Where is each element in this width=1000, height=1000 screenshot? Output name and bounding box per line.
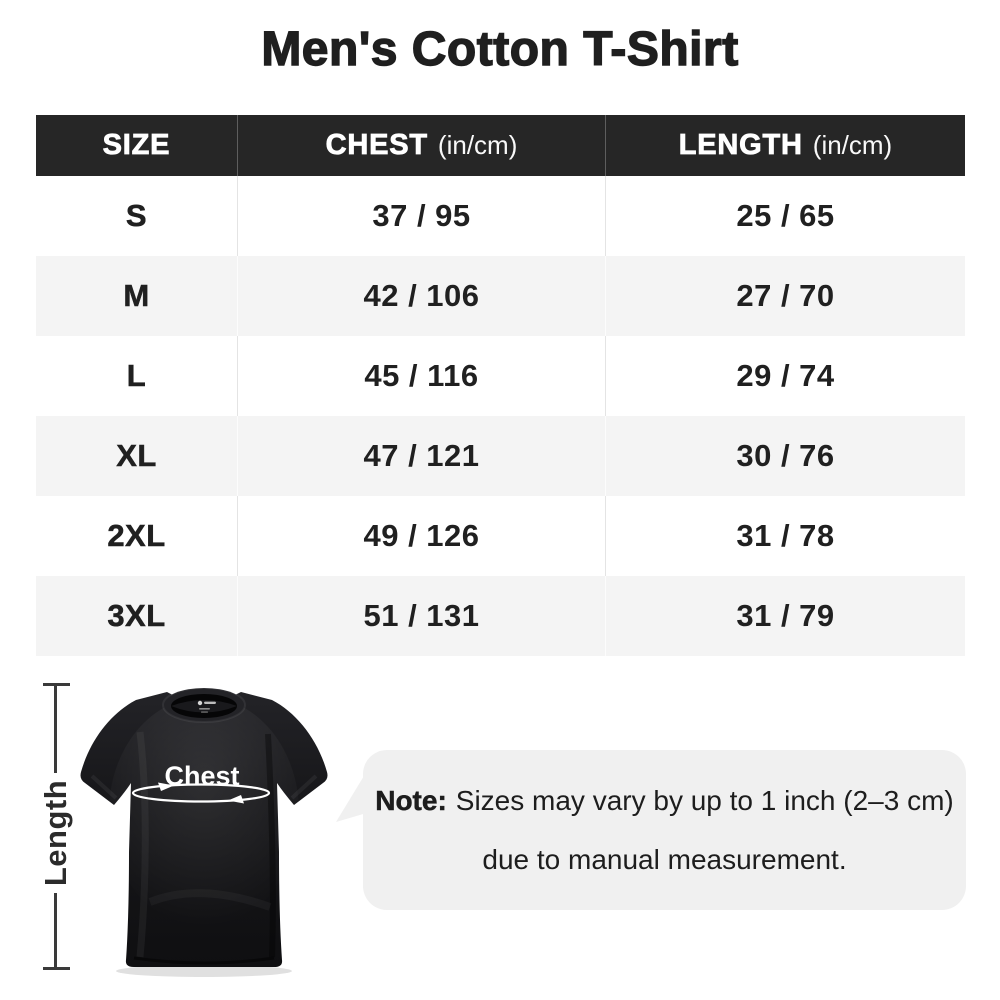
length-line-lower-segment: [54, 893, 57, 970]
cell-chest: 51 / 131: [237, 576, 605, 656]
cell-size: M: [123, 278, 150, 314]
header-length-label: LENGTH: [678, 129, 803, 162]
cell-length: 29 / 74: [605, 336, 965, 416]
cell-length: 31 / 78: [605, 496, 965, 576]
cell-size: 3XL: [107, 598, 166, 634]
neck-label-text-mark: [201, 711, 208, 713]
cell-length: 31 / 79: [605, 576, 965, 656]
cell-chest: 45 / 116: [237, 336, 605, 416]
shirt-wrinkle: [265, 733, 276, 958]
cell-length: 25 / 65: [605, 176, 965, 256]
header-length-unit: (in/cm): [812, 130, 893, 160]
size-table-header-row: SIZE CHEST (in/cm) LENGTH (in/cm): [36, 115, 965, 176]
cell-chest: 37 / 95: [237, 176, 605, 256]
cell-chest: 42 / 106: [237, 256, 605, 336]
table-row-l: L 45 / 116 29 / 74: [36, 336, 965, 416]
chest-label: Chest: [164, 761, 239, 791]
shirt-hem-seam: [133, 956, 275, 965]
shirt-shadow: [116, 965, 292, 977]
cell-chest: 47 / 121: [237, 416, 605, 496]
chest-measure-ellipse: [131, 783, 271, 803]
table-row-xl: XL 47 / 121 30 / 76: [36, 416, 965, 496]
cell-size: L: [126, 358, 147, 394]
sleeve-seam: [290, 774, 318, 800]
cell-length: 30 / 76: [605, 416, 965, 496]
header-size-label: SIZE: [102, 129, 171, 162]
size-table: SIZE CHEST (in/cm) LENGTH (in/cm) S 37 /…: [36, 115, 965, 656]
length-label: Length: [38, 779, 73, 887]
note-text-1: Sizes may vary by up to 1 inch (2–3 cm): [455, 784, 954, 816]
tshirt-image: Chest: [80, 687, 328, 977]
note-line-2: due to manual measurement.: [482, 844, 846, 876]
cell-size: S: [125, 198, 148, 234]
header-cell-size: SIZE: [36, 115, 237, 176]
sleeve-seam: [90, 774, 118, 800]
table-row-3xl: 3XL 51 / 131 31 / 79: [36, 576, 965, 656]
length-line-bottom-cap: [43, 967, 70, 970]
note-text-2: due to manual measurement.: [482, 843, 847, 875]
header-cell-length: LENGTH (in/cm): [605, 115, 965, 176]
collar-seam: [162, 687, 246, 723]
table-row-2xl: 2XL 49 / 126 31 / 78: [36, 496, 965, 576]
neck-label-text-mark: [199, 708, 210, 710]
note-bubble: Note: Sizes may vary by up to 1 inch (2–3…: [363, 750, 966, 910]
page-title: Men's Cotton T-Shirt: [261, 22, 739, 76]
shirt-wrinkle: [136, 731, 149, 958]
table-row-m: M 42 / 106 27 / 70: [36, 256, 965, 336]
table-row-s: S 37 / 95 25 / 65: [36, 176, 965, 256]
cell-size: 2XL: [107, 518, 166, 554]
cell-size: XL: [116, 438, 157, 474]
chest-arrow-right-icon: [158, 782, 174, 791]
chest-arrow-left-icon: [228, 795, 244, 804]
collar-inner-back: [171, 700, 237, 713]
length-line-upper-segment: [54, 683, 57, 773]
header-chest-unit: (in/cm): [437, 130, 518, 160]
note-line-1: Note: Sizes may vary by up to 1 inch (2–3…: [375, 784, 954, 817]
header-chest-label: CHEST: [325, 129, 428, 162]
cell-chest: 49 / 126: [237, 496, 605, 576]
shirt-sheen: [109, 697, 299, 927]
shirt-wrinkle: [148, 889, 272, 911]
note-prefix: Note:: [375, 784, 447, 816]
note-bubble-tail: [336, 766, 370, 822]
neck-label-text-mark: [204, 701, 216, 704]
header-cell-chest: CHEST (in/cm): [237, 115, 605, 176]
cell-length: 27 / 70: [605, 256, 965, 336]
neck-label-logo: [197, 700, 203, 706]
